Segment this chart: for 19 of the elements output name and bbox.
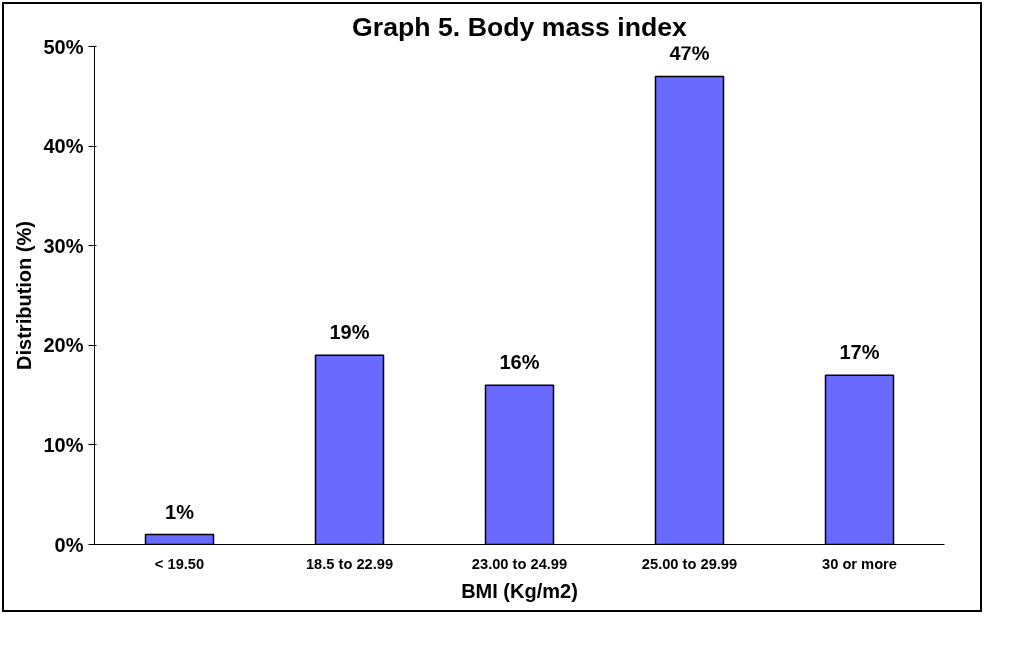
y-axis-title: Distribution (%) — [13, 221, 36, 370]
data-label: 47% — [669, 42, 710, 65]
y-tick-label: 20% — [43, 334, 84, 357]
x-axis-title: BMI (Kg/m2) — [461, 579, 578, 602]
y-tick-label: 50% — [43, 35, 84, 58]
data-label: 17% — [839, 341, 880, 364]
data-label: 16% — [499, 351, 540, 374]
y-tick-label: 10% — [43, 433, 84, 456]
x-tick-label: 18.5 to 22.99 — [305, 555, 394, 572]
y-tick-label: 40% — [43, 135, 84, 158]
data-label: 1% — [165, 500, 195, 523]
y-tick-label: 30% — [43, 234, 84, 257]
chart-title: Graph 5. Body mass index — [352, 11, 688, 42]
x-tick-label: 23.00 to 24.99 — [471, 555, 568, 572]
x-tick-label: 30 or more — [822, 555, 897, 572]
data-label: 19% — [329, 321, 370, 344]
x-tick-label: 25.00 to 29.99 — [641, 555, 738, 572]
y-tick-label: 0% — [54, 533, 84, 556]
x-tick-label: < 19.50 — [154, 555, 205, 572]
